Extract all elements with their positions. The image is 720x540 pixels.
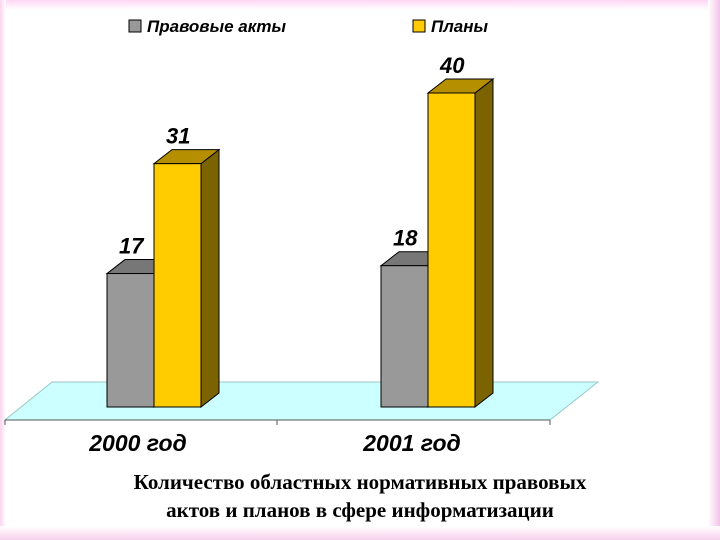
bar-s0-c0	[106, 273, 155, 408]
bar-s1-c1	[427, 92, 476, 408]
caption-line-2: актов и планов в сфере информатизации	[166, 498, 554, 522]
data-label-s1-c0: 31	[166, 124, 190, 149]
bar-side-s1-c0	[200, 148, 220, 409]
data-label-s0-c1: 18	[393, 226, 418, 251]
bar-s1-c0	[153, 163, 202, 408]
bar-s0-c1	[380, 265, 429, 408]
bar-chart: 17 18 31 40 2000 год 2001 год Правовые акты Пла…	[3, 17, 600, 456]
chart-caption: Количество областных нормативных правовы…	[40, 468, 680, 524]
legend-swatch-0	[128, 19, 142, 33]
data-label-s0-c0: 17	[119, 234, 145, 259]
legend-label-0: Правовые акты	[147, 17, 286, 36]
data-label-s1-c1: 40	[439, 53, 465, 78]
x-tick-label-0: 2000 год	[88, 430, 187, 456]
decorative-frame-left	[0, 0, 6, 540]
decorative-frame-top	[0, 0, 720, 10]
legend-label-1: Планы	[431, 17, 489, 36]
decorative-frame-right	[708, 0, 720, 540]
decorative-frame-bottom	[0, 526, 720, 540]
x-tick-label-1: 2001 год	[362, 430, 461, 456]
chart-floor	[3, 381, 600, 421]
caption-line-1: Количество областных нормативных правовы…	[133, 470, 587, 494]
legend-swatch-1	[412, 19, 426, 33]
bar-side-s1-c1	[474, 77, 494, 409]
